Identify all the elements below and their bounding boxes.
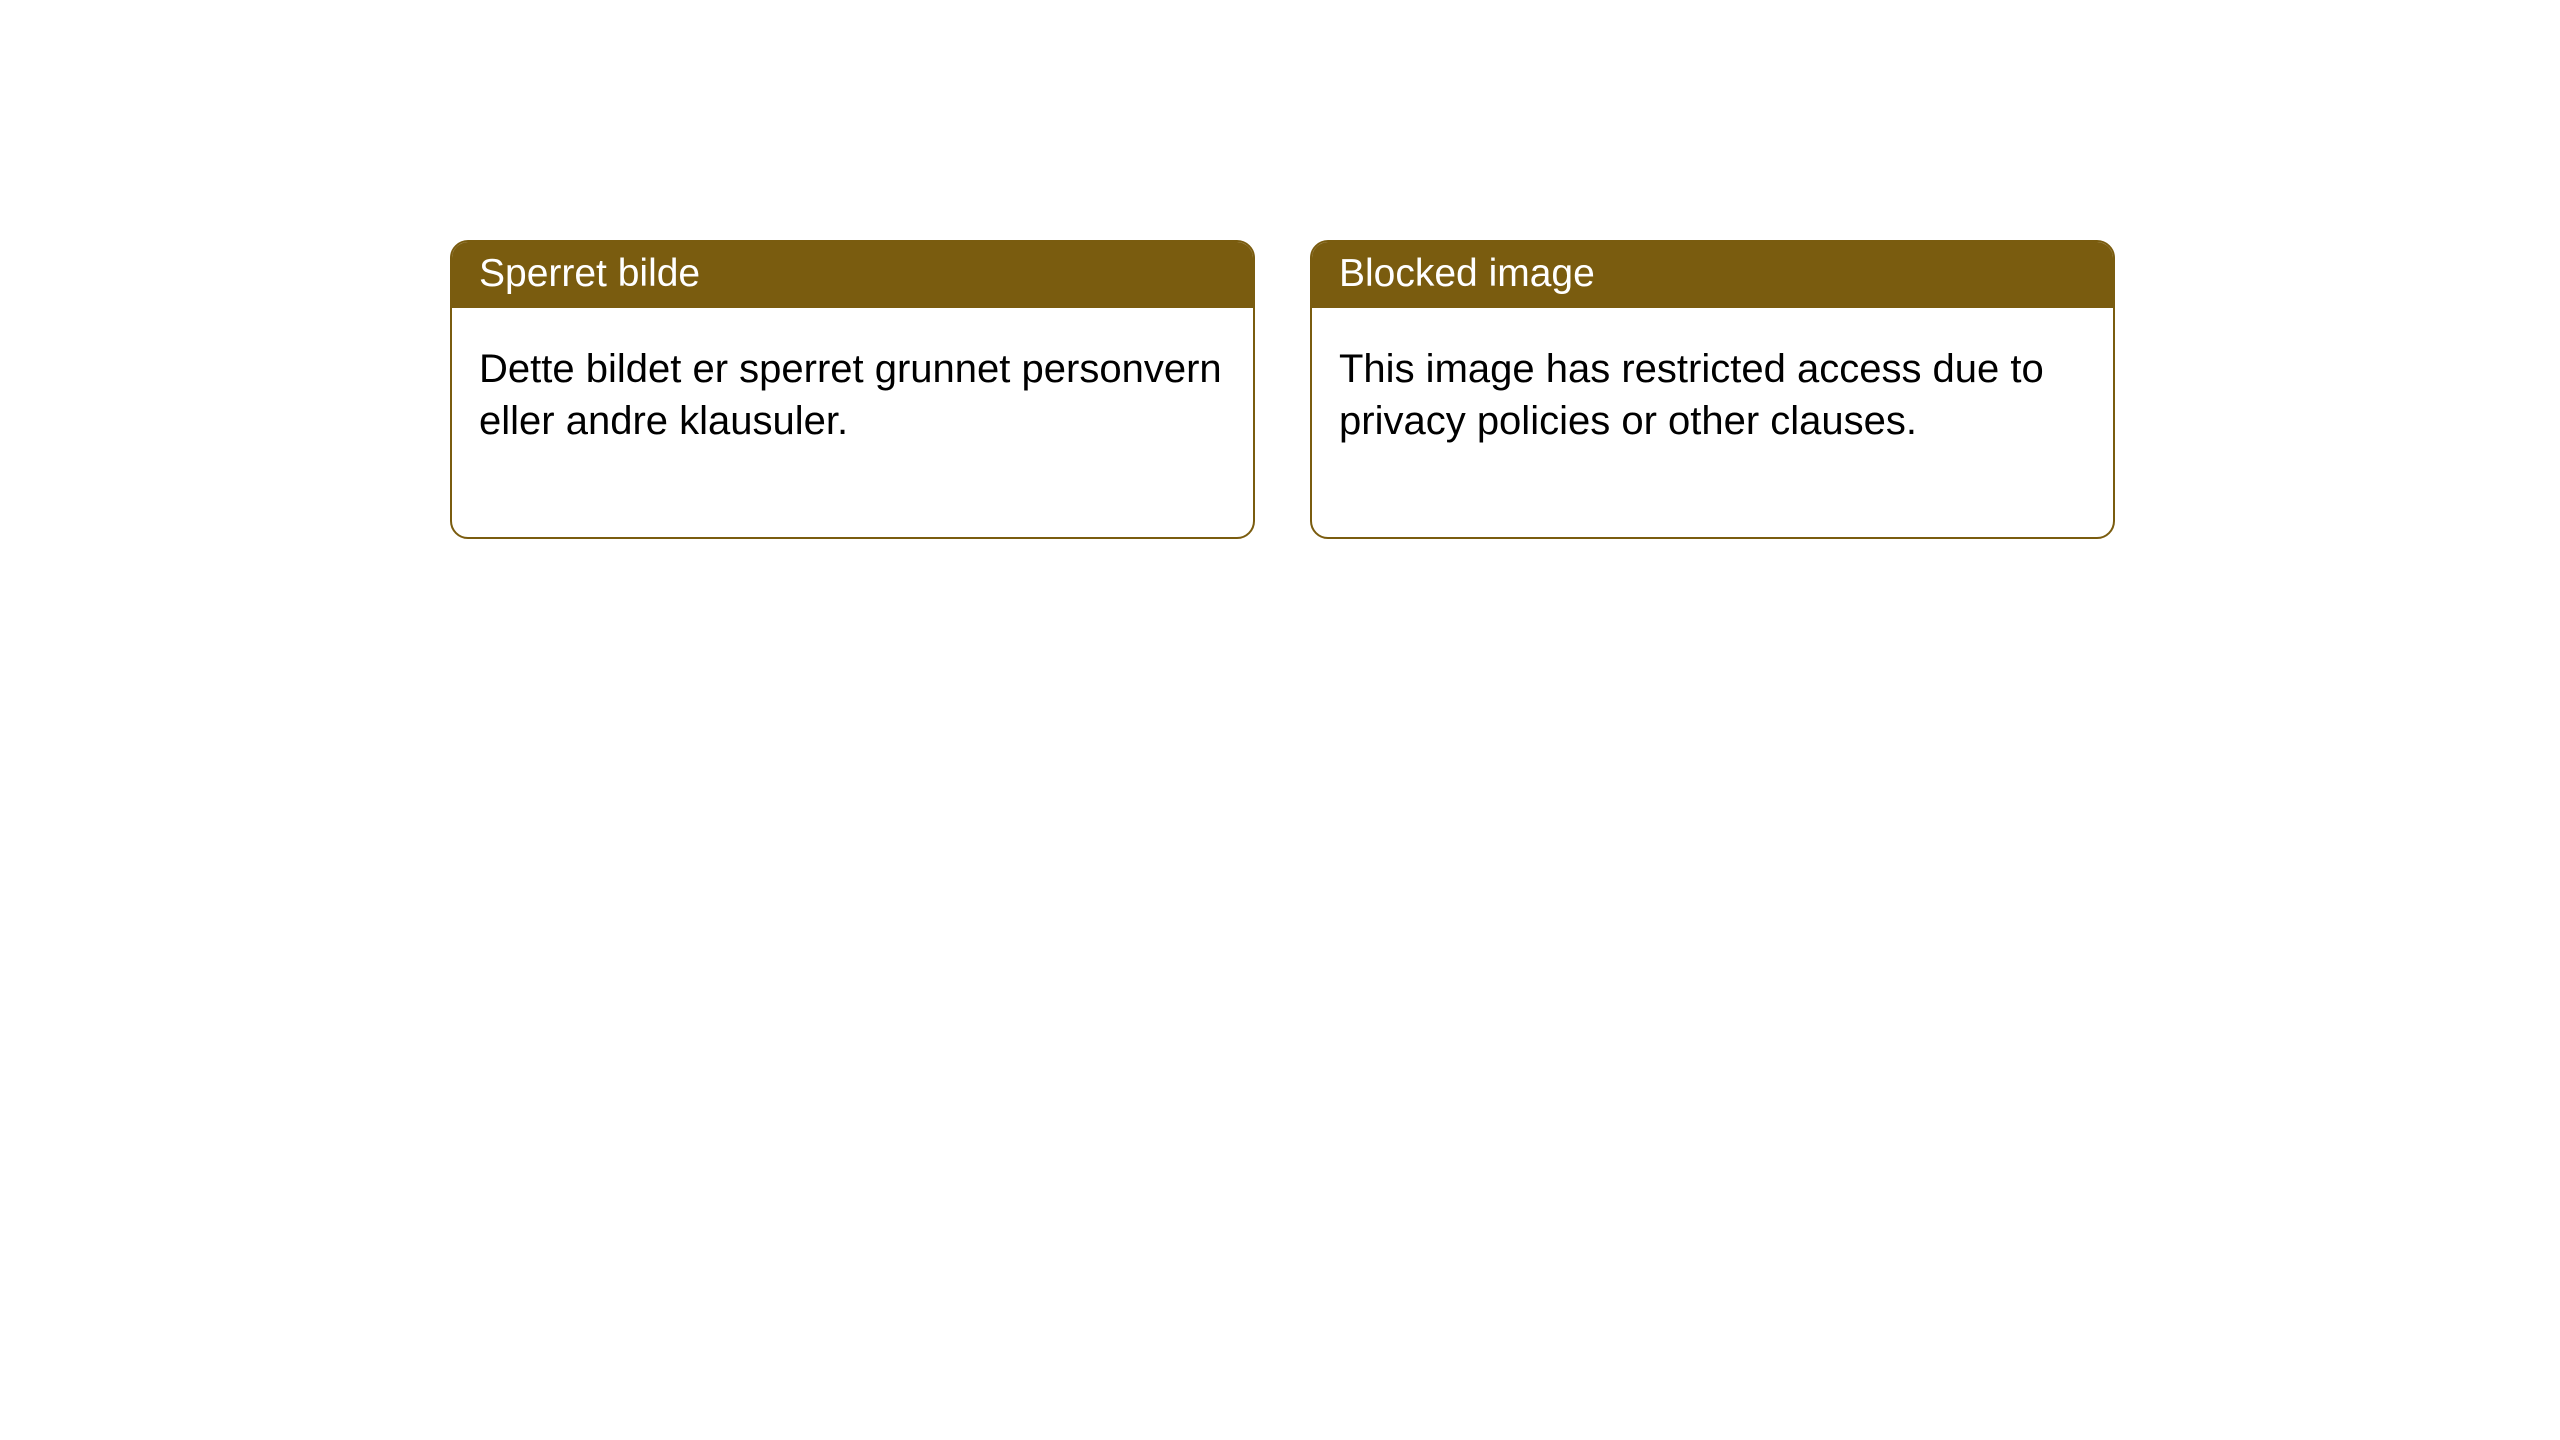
- notice-header-en: Blocked image: [1312, 242, 2113, 308]
- notice-container: Sperret bilde Dette bildet er sperret gr…: [450, 240, 2115, 539]
- notice-card-en: Blocked image This image has restricted …: [1310, 240, 2115, 539]
- notice-card-no: Sperret bilde Dette bildet er sperret gr…: [450, 240, 1255, 539]
- notice-header-no: Sperret bilde: [452, 242, 1253, 308]
- notice-body-en: This image has restricted access due to …: [1312, 308, 2113, 537]
- notice-body-no: Dette bildet er sperret grunnet personve…: [452, 308, 1253, 537]
